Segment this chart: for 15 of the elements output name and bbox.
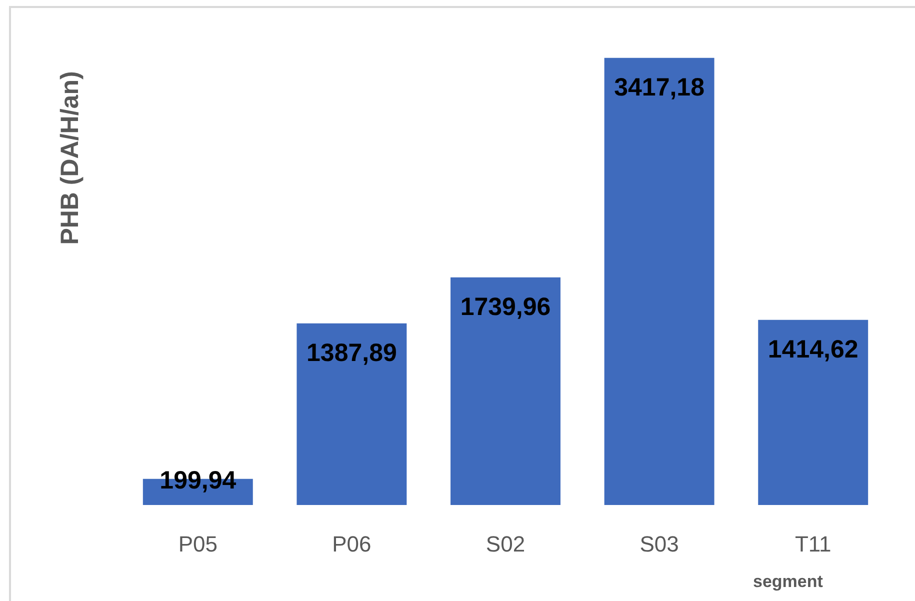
bar <box>604 58 714 505</box>
bar <box>758 320 868 505</box>
data-label: 1387,89 <box>306 338 397 367</box>
y-axis-title: PHB (DA/H/an) <box>56 71 84 245</box>
data-label: 1739,96 <box>460 292 551 321</box>
x-axis-title: segment <box>753 572 824 591</box>
data-label: 3417,18 <box>614 73 705 102</box>
x-tick-label: S03 <box>640 532 679 556</box>
x-tick-label: P06 <box>332 532 372 556</box>
x-tick-label: S02 <box>486 532 526 556</box>
x-tick-label: P05 <box>178 532 218 556</box>
bar <box>450 277 560 505</box>
bar <box>296 323 407 505</box>
data-label: 1414,62 <box>768 335 858 364</box>
x-tick-label: T11 <box>794 532 832 556</box>
